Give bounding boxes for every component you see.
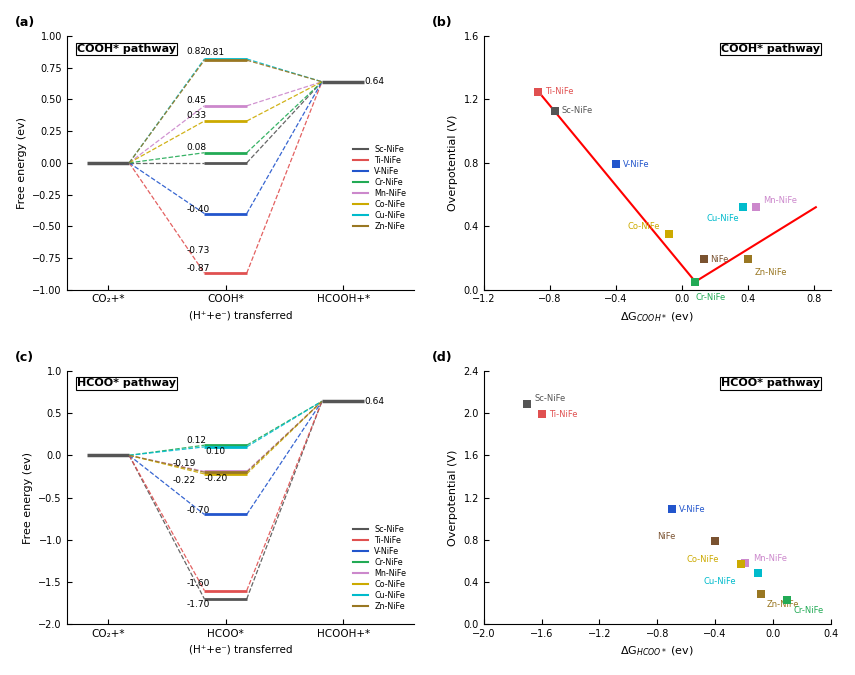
- Text: 0.08: 0.08: [186, 143, 207, 152]
- Text: Co-NiFe: Co-NiFe: [628, 221, 660, 231]
- X-axis label: (H⁺+e⁻) transferred: (H⁺+e⁻) transferred: [188, 645, 292, 655]
- Point: [781, 595, 794, 605]
- Text: -0.22: -0.22: [173, 476, 196, 485]
- X-axis label: ΔG$_{HCOO*}$ (ev): ΔG$_{HCOO*}$ (ev): [621, 645, 694, 658]
- Point: [697, 254, 711, 265]
- Text: Cu-NiFe: Cu-NiFe: [704, 576, 736, 585]
- Text: Zn-NiFe: Zn-NiFe: [755, 268, 787, 277]
- Text: V-NiFe: V-NiFe: [622, 160, 649, 169]
- Text: Mn-NiFe: Mn-NiFe: [752, 554, 787, 564]
- Text: Cu-NiFe: Cu-NiFe: [707, 214, 740, 223]
- Point: [741, 254, 755, 265]
- Point: [750, 202, 764, 213]
- Text: -1.60: -1.60: [186, 579, 210, 588]
- Text: Ti-NiFe: Ti-NiFe: [545, 87, 574, 96]
- Y-axis label: Overpotential (V): Overpotential (V): [448, 115, 458, 211]
- Point: [754, 589, 768, 599]
- Point: [532, 86, 545, 97]
- Point: [548, 105, 562, 116]
- Y-axis label: Free energy (ev): Free energy (ev): [16, 117, 27, 209]
- Text: -0.40: -0.40: [186, 205, 210, 214]
- Point: [736, 202, 750, 213]
- Text: 0.64: 0.64: [364, 397, 384, 406]
- Text: -1.70: -1.70: [186, 600, 210, 610]
- Point: [665, 504, 679, 514]
- Text: Ti-NiFe: Ti-NiFe: [549, 410, 577, 418]
- Text: NiFe: NiFe: [711, 255, 728, 264]
- Point: [535, 409, 549, 420]
- Text: COOH* pathway: COOH* pathway: [77, 44, 176, 54]
- Text: -0.19: -0.19: [173, 459, 196, 468]
- Text: Co-NiFe: Co-NiFe: [687, 556, 719, 564]
- Point: [739, 558, 752, 568]
- X-axis label: ΔG$_{COOH*}$ (ev): ΔG$_{COOH*}$ (ev): [621, 310, 694, 323]
- Text: COOH* pathway: COOH* pathway: [722, 44, 820, 54]
- Text: -0.87: -0.87: [186, 263, 210, 273]
- Text: 0.64: 0.64: [364, 77, 384, 86]
- Point: [521, 398, 534, 409]
- Text: Mn-NiFe: Mn-NiFe: [763, 196, 797, 205]
- Point: [662, 229, 675, 240]
- Text: -0.20: -0.20: [204, 474, 227, 483]
- Text: Cr-NiFe: Cr-NiFe: [793, 606, 823, 615]
- Legend: Sc-NiFe, Ti-NiFe, V-NiFe, Cr-NiFe, Mn-NiFe, Co-NiFe, Cu-NiFe, Zn-NiFe: Sc-NiFe, Ti-NiFe, V-NiFe, Cr-NiFe, Mn-Ni…: [351, 142, 410, 234]
- Point: [708, 535, 722, 546]
- Point: [609, 159, 622, 170]
- Text: -0.70: -0.70: [186, 506, 210, 515]
- Point: [688, 276, 702, 287]
- Text: 0.33: 0.33: [186, 111, 207, 120]
- Text: HCOO* pathway: HCOO* pathway: [77, 379, 176, 388]
- Text: NiFe: NiFe: [657, 532, 675, 541]
- Point: [752, 567, 765, 578]
- Text: 0.12: 0.12: [186, 437, 207, 446]
- X-axis label: (H⁺+e⁻) transferred: (H⁺+e⁻) transferred: [188, 310, 292, 320]
- Text: (a): (a): [15, 16, 35, 29]
- Text: 0.10: 0.10: [205, 447, 226, 456]
- Text: Zn-NiFe: Zn-NiFe: [767, 600, 799, 609]
- Text: Sc-NiFe: Sc-NiFe: [534, 394, 566, 403]
- Text: 0.45: 0.45: [186, 97, 207, 105]
- Text: 0.81: 0.81: [204, 48, 225, 57]
- Y-axis label: Overpotential (V): Overpotential (V): [448, 450, 458, 546]
- Text: Cr-NiFe: Cr-NiFe: [695, 293, 726, 302]
- Point: [734, 559, 748, 570]
- Text: (d): (d): [432, 351, 452, 364]
- Text: -0.73: -0.73: [186, 246, 210, 254]
- Text: Sc-NiFe: Sc-NiFe: [562, 106, 593, 115]
- Y-axis label: Free energy (ev): Free energy (ev): [23, 452, 32, 543]
- Text: (c): (c): [15, 351, 34, 364]
- Legend: Sc-NiFe, Ti-NiFe, V-NiFe, Cr-NiFe, Mn-NiFe, Co-NiFe, Cu-NiFe, Zn-NiFe: Sc-NiFe, Ti-NiFe, V-NiFe, Cr-NiFe, Mn-Ni…: [351, 522, 410, 614]
- Text: (b): (b): [432, 16, 452, 29]
- Text: 0.82: 0.82: [186, 47, 207, 56]
- Text: V-NiFe: V-NiFe: [679, 505, 705, 514]
- Text: HCOO* pathway: HCOO* pathway: [722, 379, 820, 388]
